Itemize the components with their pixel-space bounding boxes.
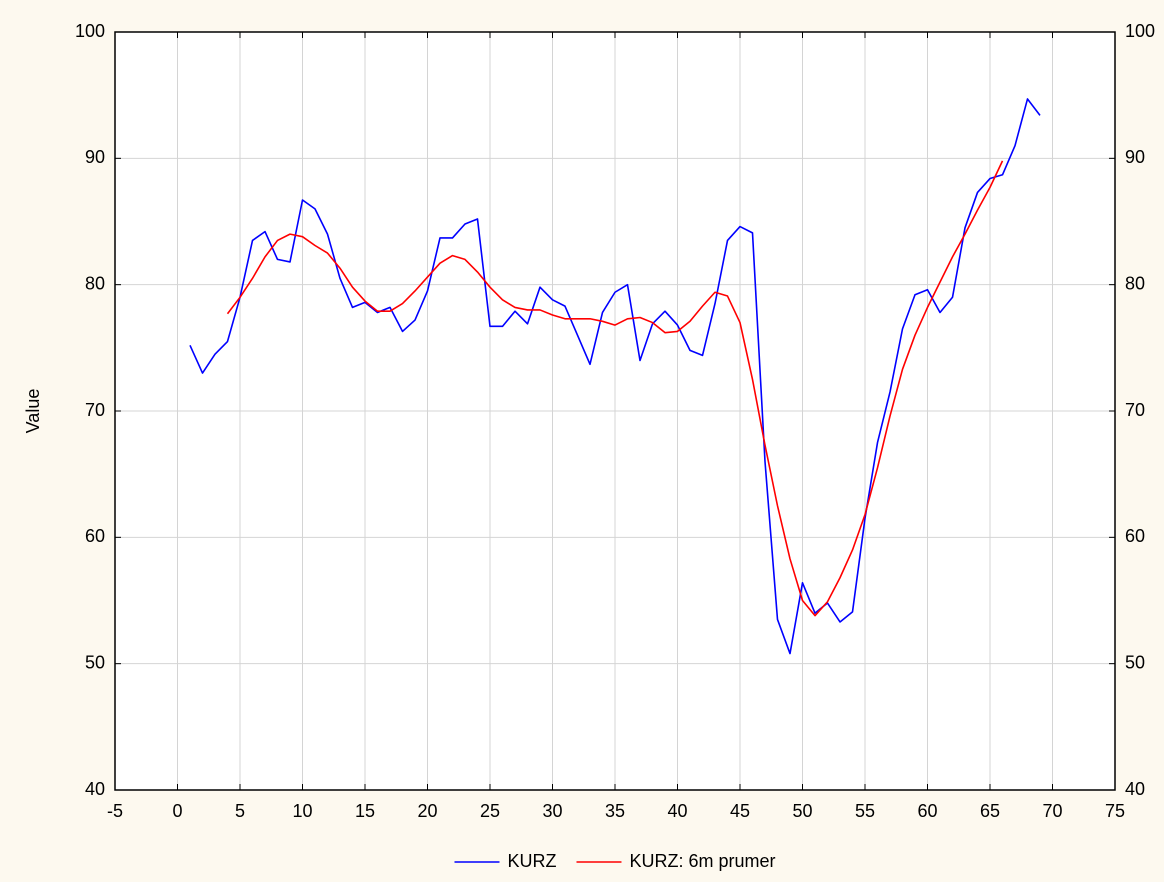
x-tick-label: 55 <box>855 801 875 821</box>
y2-tick-label: 60 <box>1125 526 1145 546</box>
y-tick-label: 70 <box>85 400 105 420</box>
y-tick-label: 80 <box>85 273 105 293</box>
y-tick-label: 40 <box>85 779 105 799</box>
y2-tick-label: 80 <box>1125 273 1145 293</box>
y-tick-label: 50 <box>85 652 105 672</box>
x-tick-label: 25 <box>480 801 500 821</box>
y2-tick-label: 100 <box>1125 21 1155 41</box>
legend-label: KURZ: 6m prumer <box>629 851 775 871</box>
x-tick-label: 75 <box>1105 801 1125 821</box>
x-tick-label: 10 <box>292 801 312 821</box>
x-tick-label: 30 <box>542 801 562 821</box>
y2-tick-label: 90 <box>1125 147 1145 167</box>
x-tick-label: 20 <box>417 801 437 821</box>
y2-tick-label: 50 <box>1125 652 1145 672</box>
x-tick-label: 40 <box>667 801 687 821</box>
grid <box>114 31 1116 791</box>
y2-tick-label: 70 <box>1125 400 1145 420</box>
x-tick-label: 70 <box>1042 801 1062 821</box>
y-tick-label: 100 <box>75 21 105 41</box>
x-tick-label: 5 <box>235 801 245 821</box>
y-tick-label: 90 <box>85 147 105 167</box>
x-tick-label: -5 <box>107 801 123 821</box>
x-tick-label: 60 <box>917 801 937 821</box>
legend: KURZ KURZ: 6m prumer <box>454 851 776 871</box>
y-tick-label: 60 <box>85 526 105 546</box>
legend-label: KURZ <box>507 851 556 871</box>
y2-tick-label: 40 <box>1125 779 1145 799</box>
x-tick-label: 0 <box>172 801 182 821</box>
y-axis-label: Value <box>23 389 43 434</box>
x-tick-label: 45 <box>730 801 750 821</box>
x-tick-label: 35 <box>605 801 625 821</box>
x-tick-label: 15 <box>355 801 375 821</box>
lines <box>189 98 1041 655</box>
x-tick-label: 50 <box>792 801 812 821</box>
x-tick-label: 65 <box>980 801 1000 821</box>
series-line <box>189 98 1041 655</box>
series-line <box>226 160 1004 617</box>
